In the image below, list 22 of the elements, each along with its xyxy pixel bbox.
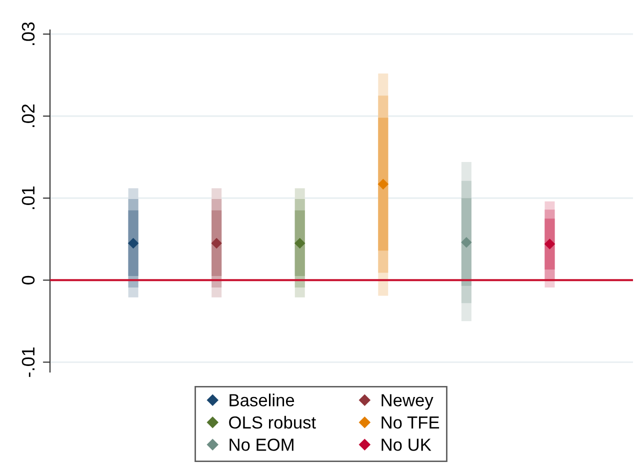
bar [212, 210, 222, 276]
y-tick-label: -.01 [22, 347, 35, 377]
legend-label: OLS robust [229, 416, 316, 429]
legend-label: No UK [382, 438, 432, 451]
point [378, 178, 389, 190]
y-tick-label: .01 [22, 186, 35, 210]
bar [378, 118, 388, 251]
y-tick-label: .02 [22, 104, 35, 128]
bar [294, 210, 305, 276]
point [294, 238, 306, 249]
point [461, 237, 472, 248]
bar [128, 210, 138, 276]
point [211, 238, 222, 249]
legend-label: No EOM [230, 438, 294, 451]
legend-label: Newey [382, 394, 434, 410]
point [544, 238, 556, 250]
y-tick-label: .03 [22, 22, 35, 45]
legend-label: Baseline [230, 394, 294, 406]
legend-label: No TFE [382, 416, 440, 429]
bar [461, 198, 472, 286]
y-tick-label: 0 [22, 276, 35, 284]
point [128, 238, 139, 249]
